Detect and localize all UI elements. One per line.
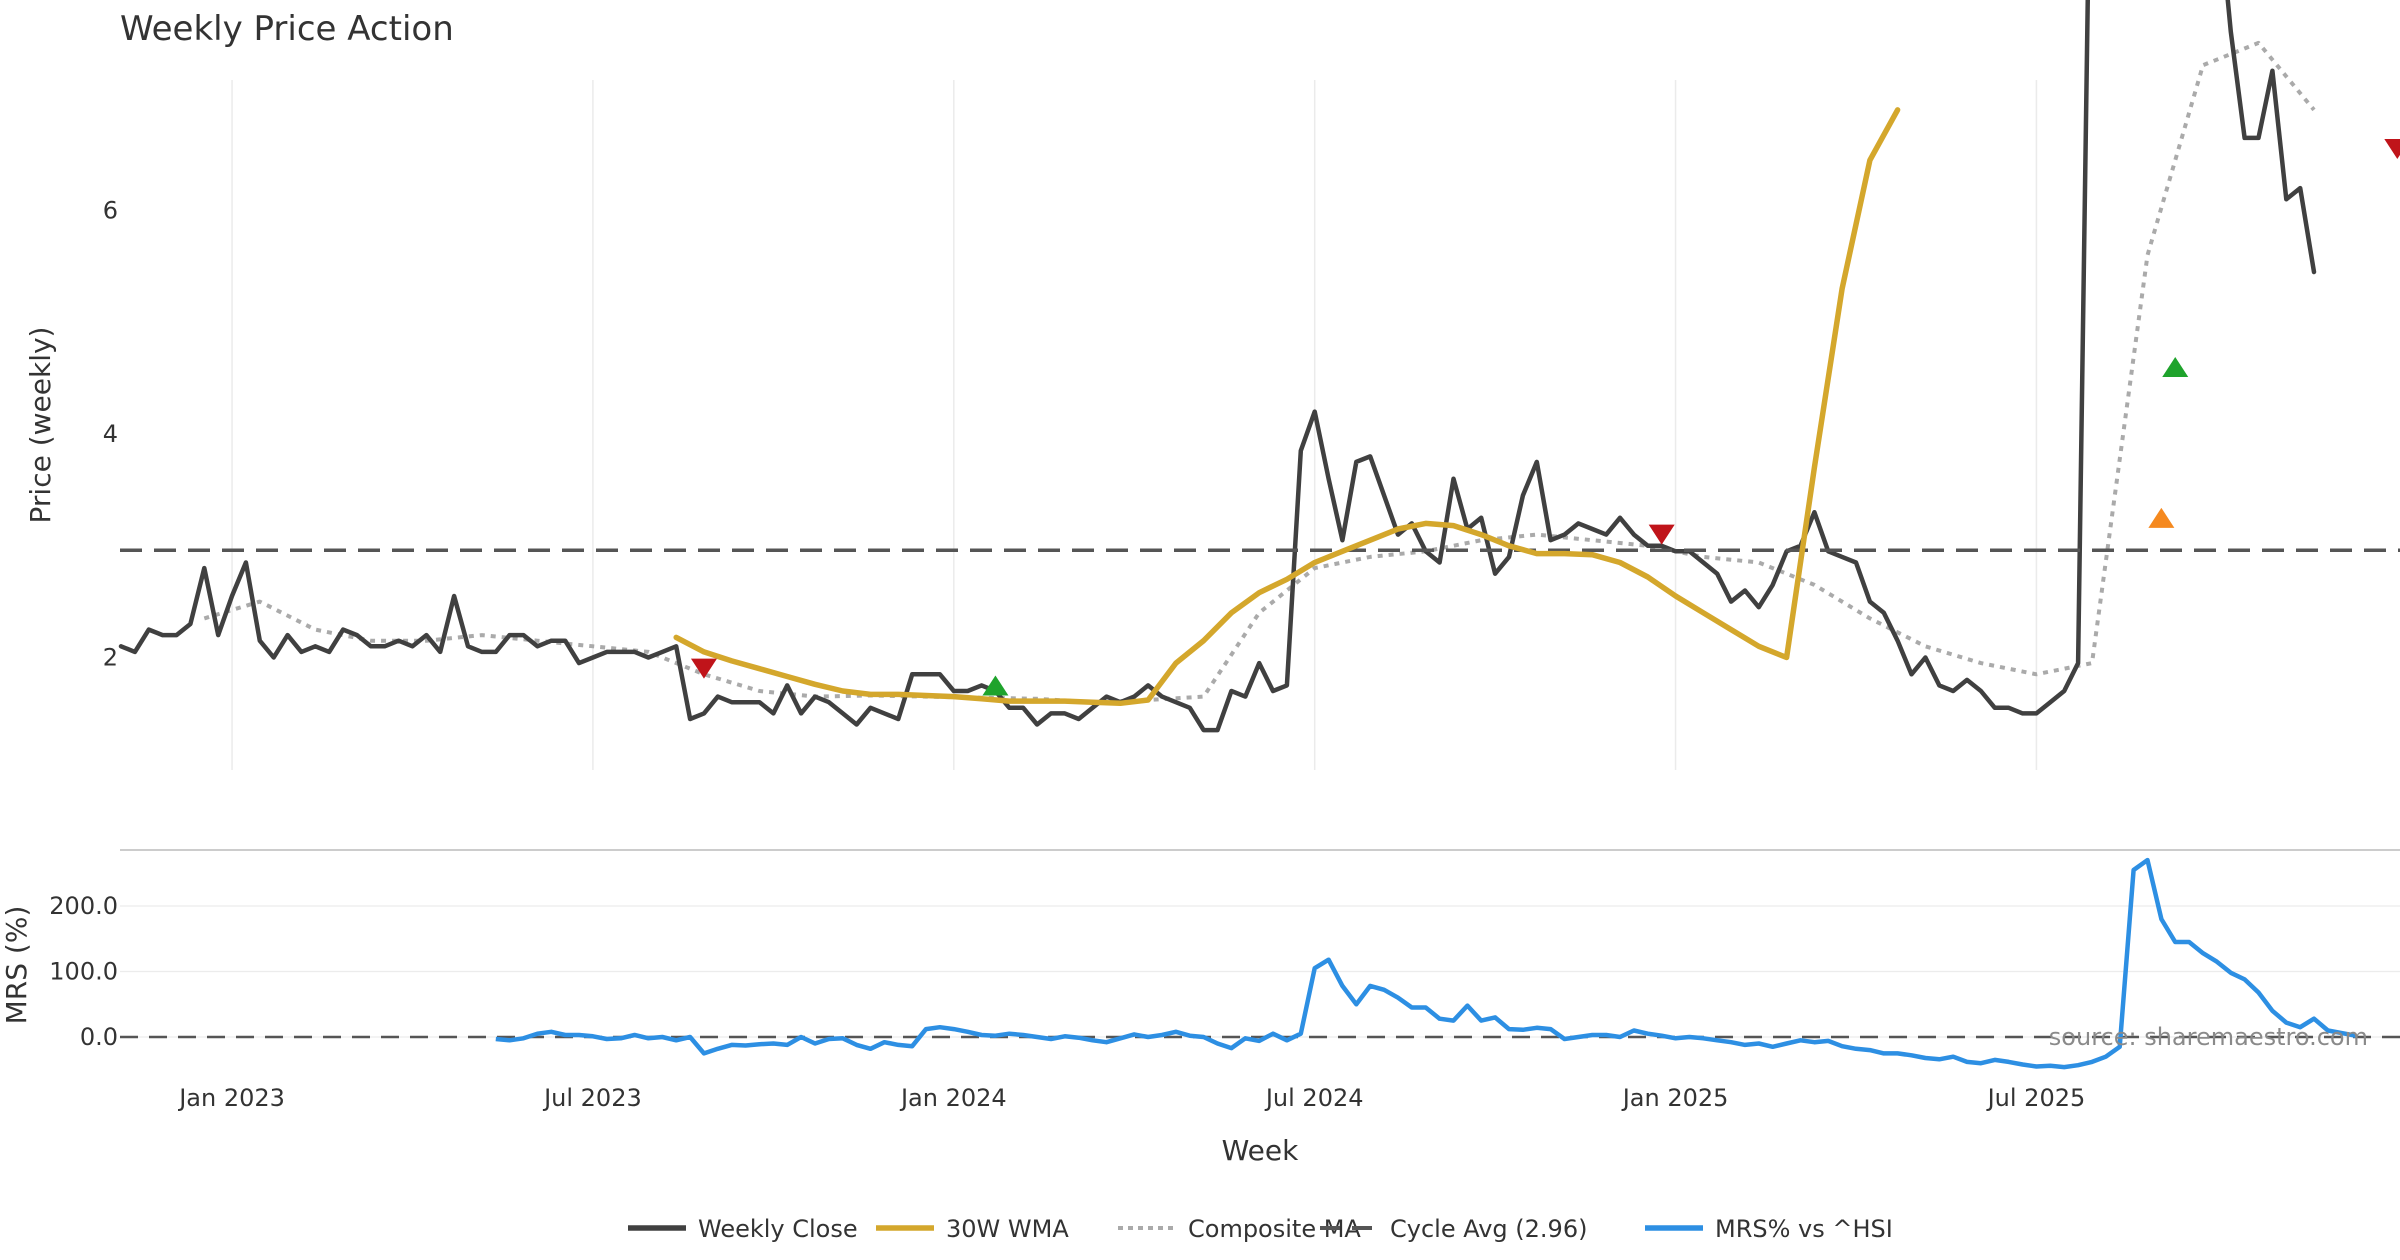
grid-lines bbox=[120, 80, 2400, 1038]
series-weekly-close bbox=[118, 0, 2317, 733]
price-axis-title: Price (weekly) bbox=[24, 327, 57, 524]
price-panel bbox=[118, 0, 2400, 733]
price-ytick-label-0: 2 bbox=[103, 644, 118, 672]
mrs-panel bbox=[120, 857, 2400, 1070]
buy-signal-marker-1 bbox=[982, 675, 1009, 696]
x-tick-label-1: Jul 2023 bbox=[542, 1084, 642, 1112]
legend-item-0: Weekly Close bbox=[628, 1215, 858, 1243]
price-ytick-label-1: 4 bbox=[103, 420, 118, 448]
mrs-ytick-label-1: 100.0 bbox=[49, 958, 118, 986]
x-tick-label-5: Jul 2025 bbox=[1986, 1084, 2086, 1112]
legend-label-0: Weekly Close bbox=[698, 1215, 858, 1243]
series-30w-wma bbox=[673, 107, 1901, 707]
series-composite-ma bbox=[203, 40, 2316, 705]
legend-item-3: Cycle Avg (2.96) bbox=[1320, 1215, 1587, 1243]
x-tick-label-2: Jan 2024 bbox=[899, 1084, 1007, 1112]
price-ytick-label-3: 8 bbox=[103, 0, 118, 1]
legend: Weekly Close 30W WMA Composite MA Cycle Avg… bbox=[628, 1215, 1893, 1243]
x-axis-title: Week bbox=[1222, 1134, 1299, 1167]
x-tick-label-0: Jan 2023 bbox=[177, 1084, 285, 1112]
chart-title: Weekly Price Action bbox=[120, 9, 454, 49]
legend-item-4: MRS% vs ^HSI bbox=[1645, 1215, 1893, 1243]
series-mrs-vs-hsi bbox=[495, 857, 2357, 1070]
x-tick-label-3: Jul 2024 bbox=[1264, 1084, 1364, 1112]
buy-signal-marker-4 bbox=[2162, 356, 2189, 377]
source-note: source: sharemaestro.com bbox=[2049, 1023, 2368, 1051]
buy-signal-marker-3 bbox=[2148, 507, 2175, 528]
sell-signal-marker-5 bbox=[2384, 139, 2400, 160]
legend-label-4: MRS% vs ^HSI bbox=[1715, 1215, 1893, 1243]
x-tick-label-4: Jan 2025 bbox=[1621, 1084, 1729, 1112]
legend-label-3: Cycle Avg (2.96) bbox=[1390, 1215, 1587, 1243]
legend-label-1: 30W WMA bbox=[946, 1215, 1069, 1243]
mrs-ytick-label-0: 0.0 bbox=[80, 1023, 118, 1051]
sell-signal-marker-0 bbox=[690, 658, 717, 679]
mrs-axis-title: MRS (%) bbox=[0, 906, 33, 1025]
sell-signal-marker-2 bbox=[1648, 524, 1675, 545]
price-ytick-label-2: 6 bbox=[103, 197, 118, 225]
legend-item-1: 30W WMA bbox=[876, 1215, 1069, 1243]
mrs-ytick-label-2: 200.0 bbox=[49, 892, 118, 920]
